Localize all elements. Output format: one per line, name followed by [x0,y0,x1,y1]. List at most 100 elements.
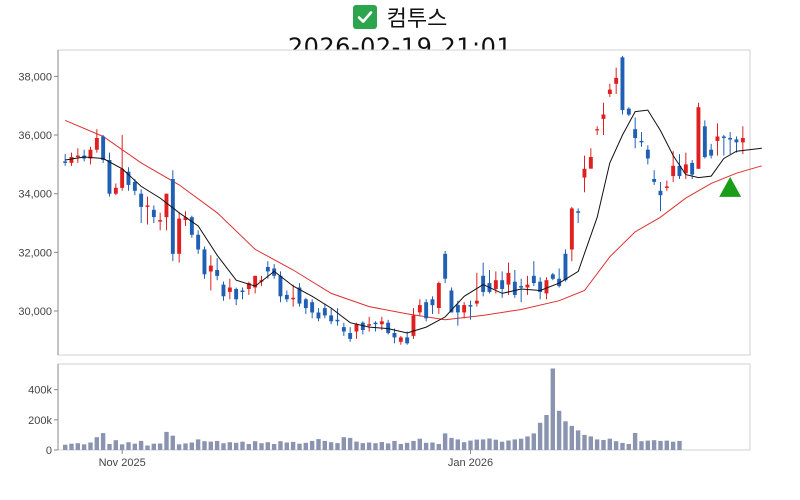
candle-body [75,155,80,158]
candle-body [272,268,277,276]
stock-name: 컴투스 [386,7,448,32]
volume-bar [525,436,530,450]
volume-panel-frame [57,363,751,451]
volume-bar [563,421,568,450]
candle-body [411,315,416,336]
volume-tick-label: 400k [28,385,52,397]
volume-bar [202,441,207,450]
candle-body [436,283,441,308]
candle-body [208,265,213,272]
volume-bar [107,444,112,450]
candle-body [139,193,144,207]
volume-bar [252,441,258,450]
volume-bar [588,436,593,450]
candle-body [240,290,245,292]
candle-body [626,108,631,115]
x-tick-label: Jan 2026 [448,457,493,469]
candle-body [348,333,353,339]
candle-body [607,89,612,94]
candle-body [595,129,600,131]
candle-body [151,209,156,218]
price-tick-label: 36,000 [18,130,52,142]
volume-bar [328,442,334,450]
candle-body [126,171,131,185]
volume-bar [645,440,650,450]
candle-body [329,315,334,322]
candle-body [683,164,688,174]
volume-bar [601,440,606,450]
candle-body [335,319,340,322]
candle-body [246,283,251,289]
check-mark-glyph [357,11,372,23]
volume-bar [88,442,93,450]
candle-body [614,77,619,84]
candle-body [196,234,201,250]
check-mark-icon [352,5,377,29]
volume-bar [398,444,403,450]
volume-bar [246,444,251,450]
candle-body [721,136,726,138]
candle-body [658,190,663,196]
price-tick-label: 30,000 [18,306,52,318]
volume-bar [468,440,473,450]
candle-body [728,138,733,140]
volume-bar [544,415,549,450]
candle-body [601,114,606,119]
volume-bar [664,440,669,450]
candle-body [379,321,384,325]
volume-bar [658,440,663,450]
volume-bar [423,442,429,450]
volume-bar [259,443,264,450]
candle-body [557,278,562,287]
candle-body [120,168,125,188]
volume-bar [411,440,416,450]
volume-bar [233,442,239,450]
volume-tick-label: 200k [28,415,52,427]
volume-bar [265,442,270,450]
volume-bar [366,442,372,450]
volume-bar [214,440,220,450]
volume-bar [373,443,378,450]
candle-body [177,218,182,254]
candle-body [734,139,739,143]
volume-bar [632,433,638,450]
candle-body [538,281,543,292]
volume-bar [100,433,106,450]
candle-body [322,308,327,316]
candle-body [158,220,163,222]
volume-bar [436,444,441,450]
candle-body [265,267,270,272]
candle-body [253,275,258,288]
volume-bar [569,425,574,450]
candle-body [417,305,422,313]
volume-bar [677,440,682,450]
candle-body [398,337,403,342]
candle-body [462,305,467,313]
candle-body [443,253,448,279]
candle-body [740,138,745,143]
candle-body [88,149,93,159]
candle-body [690,162,695,175]
candle-body [500,280,505,289]
volume-bar [594,439,600,450]
volume-bar [449,437,454,450]
candle-body [576,211,581,213]
candle-body [132,182,137,191]
candle-body [303,299,308,309]
volume-panel: 0 200k 400k [28,363,751,457]
volume-bar [531,433,536,450]
volume-bar [322,440,327,450]
volume-bar [176,444,182,450]
candle-body [664,186,669,188]
volume-bar [341,437,346,450]
volume-bar [506,440,511,450]
volume-bar [132,443,137,450]
candle-body [563,253,568,281]
volume-bar [385,443,391,450]
volume-bar [81,444,87,450]
volume-bar [309,440,315,450]
volume-bar [487,438,492,450]
volume-bar [360,443,365,450]
candle-body [392,333,397,338]
candle-body [227,287,232,292]
